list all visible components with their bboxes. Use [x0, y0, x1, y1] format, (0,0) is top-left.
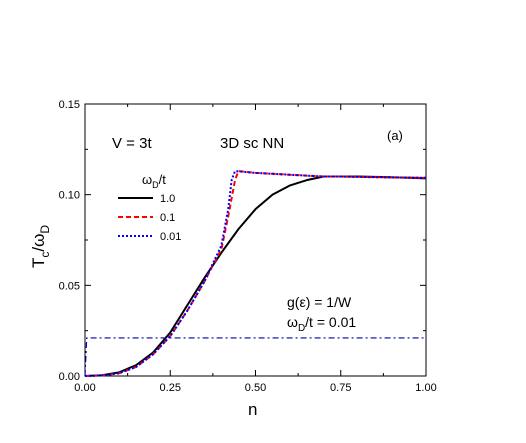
series-line-0-01: [84, 170, 427, 377]
y-axis-label-slash: /ω: [29, 234, 48, 252]
lattice-label: 3D sc NN: [220, 135, 284, 152]
dos-label: g(ε) = 1/W: [287, 294, 352, 310]
legend-title: ωD/t: [142, 172, 166, 190]
x-tick-label: 0.25: [160, 382, 181, 394]
legend-items: 1.0 0.1 0.01: [118, 193, 181, 243]
legend-title-sub: D: [152, 180, 159, 190]
series-group: [84, 170, 427, 377]
legend-title-slash: /t: [159, 172, 167, 187]
y-axis-label-group: Tc/ωD: [29, 225, 52, 268]
series-line-0-1: [84, 170, 427, 377]
series-line-reference: [84, 337, 426, 377]
tick-labels: 0.00 0.25 0.50 0.75 1.00 0.00 0.05 0.10 0.15: [59, 99, 437, 394]
axis-ticks: [84, 103, 427, 377]
y-tick-label: 0.05: [59, 280, 80, 292]
series-line-1-0: [84, 175, 427, 377]
legend-title-omega: ω: [142, 172, 152, 187]
panel-label: (a): [387, 128, 403, 143]
v-label: V = 3t: [112, 135, 152, 152]
x-axis-label: n: [248, 400, 257, 419]
legend: ωD/t 1.0 0.1 0.01: [118, 172, 181, 243]
x-tick-label: 0.50: [245, 382, 266, 394]
y-axis-label: Tc/ωD: [29, 225, 52, 268]
omega-label: ωD/t = 0.01: [287, 314, 356, 334]
y-tick-label: 0.15: [59, 99, 80, 111]
y-axis-label-sub-d: D: [38, 225, 52, 234]
legend-label: 1.0: [160, 193, 175, 205]
y-axis-label-t: T: [29, 258, 48, 268]
omega-label-sub: D: [298, 323, 305, 334]
x-tick-label: 0.75: [330, 382, 351, 394]
legend-label: 0.1: [160, 212, 175, 224]
y-tick-label: 0.00: [59, 371, 80, 383]
omega-label-rest: /t = 0.01: [305, 314, 356, 330]
x-tick-label: 0.00: [74, 382, 95, 394]
legend-label: 0.01: [160, 231, 181, 243]
y-axis-label-sub-c: c: [38, 252, 52, 258]
y-tick-label: 0.10: [59, 190, 80, 202]
x-tick-label: 1.00: [415, 382, 436, 394]
omega-label-omega: ω: [287, 314, 298, 330]
